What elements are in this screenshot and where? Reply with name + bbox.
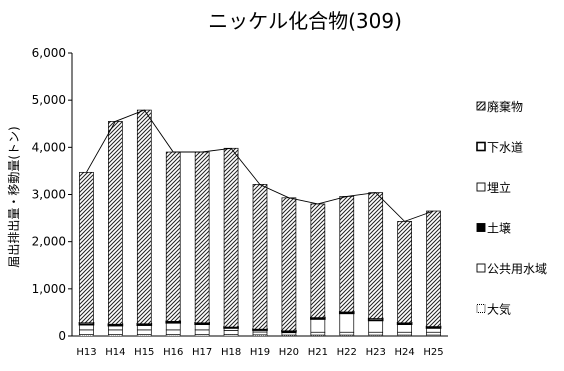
y-tick-label: 3,000 [32,188,66,202]
legend-label: 土壌 [487,222,511,236]
bar-segment [252,331,268,336]
x-tick-label: H22 [337,347,357,358]
legend-label: 大気 [487,302,511,317]
bar-segment [368,192,384,319]
bar-segment [223,147,239,328]
bar-segment [108,329,123,335]
bar-segment [252,184,268,330]
bar-segment [368,331,384,336]
x-tick-label: H20 [279,347,299,358]
bar-segment [339,331,355,336]
bar-segment [165,151,181,322]
bar-segment [194,329,210,335]
bar-segment [108,121,123,325]
legend-swatch [476,141,486,152]
x-tick-label: H16 [163,347,183,358]
bar-segment [165,329,181,335]
y-tick-label: 1,000 [32,282,66,296]
bar-segment [79,171,94,324]
bar-segment [310,318,326,333]
bar-segment [426,331,441,336]
x-tick-label: H18 [221,347,241,358]
bar-segment [281,332,297,336]
bar-segment [194,323,210,331]
bar-segment [426,210,441,327]
bar-segment [136,109,152,325]
y-tick-label: 5,000 [32,93,66,107]
bar-segment [397,221,412,324]
bar-segment [165,322,181,331]
y-tick-label: 6,000 [32,46,66,60]
bar-segment [194,151,210,324]
y-tick-label: 0 [58,329,66,343]
x-tick-label: H14 [105,347,125,358]
legend-label: 埋立 [487,180,511,195]
y-tick-label: 4,000 [32,140,66,154]
x-tick-label: H13 [76,347,96,358]
legend-swatch [476,223,486,232]
x-tick-label: H19 [250,347,270,358]
y-tick-label: 2,000 [32,235,66,249]
legend-label: 下水道 [487,141,523,155]
bar-segment [79,329,94,335]
legend-swatch [476,101,486,111]
bar-segment [339,313,355,333]
x-tick-label: H15 [134,347,154,358]
x-tick-label: H21 [308,347,328,358]
legend-swatch [476,304,486,313]
bar-segment [368,320,384,333]
legend-label: 公共用水域 [487,262,547,276]
bar-segment [397,331,412,336]
x-tick-label: H17 [192,347,212,358]
bars-layer [78,109,442,337]
bar-segment [281,197,297,332]
chart-title: ニッケル化合物(309) [208,9,402,33]
bar-segment [136,329,152,335]
x-tick-label: H25 [423,347,443,358]
y-axis-label: 届出排出量・移動量(トン) [7,126,21,267]
bar-segment [223,329,239,335]
bar-segment [397,323,412,333]
x-tick-label: H23 [366,347,386,358]
bar-segment [310,331,326,336]
legend-label: 廃棄物 [487,99,523,114]
total-line [86,109,434,222]
legend-swatch [476,182,486,192]
x-tick-label: H24 [394,347,414,358]
bar-segment [339,196,355,313]
total-line-layer [86,109,434,222]
axes-layer: 0 1,000 2,000 3,000 4,000 5,000 6,000 H13 H14 H15… [32,46,448,358]
bar-segment [310,203,326,318]
legend-swatch [476,263,486,273]
